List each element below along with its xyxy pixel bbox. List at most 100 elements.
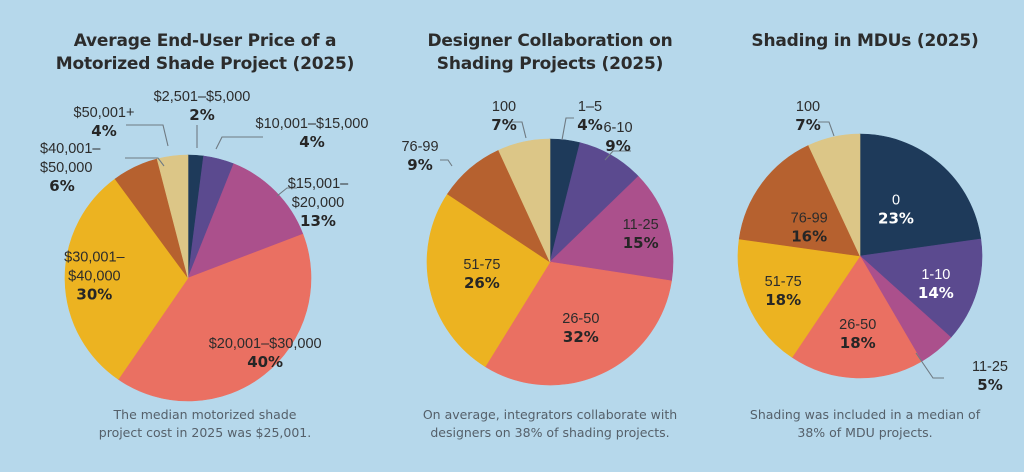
leader-line — [915, 352, 944, 379]
pie-slice — [117, 233, 312, 402]
pie-chart-designer: 1–54% 6-109%11-2515%26-5032%51-7526%76-99… — [401, 99, 674, 386]
slice-category-label: $40,001– — [40, 141, 101, 157]
slice-category-label: 51-75 — [765, 274, 802, 290]
chart-caption-line: designers on 38% of shading projects. — [430, 425, 670, 440]
slice-percent-label: 18% — [840, 334, 876, 352]
slice-percent-label: 9% — [605, 137, 630, 155]
pie-slice — [808, 133, 861, 257]
leader-line — [276, 187, 297, 197]
leader-line — [440, 159, 453, 167]
pie-slice — [791, 255, 922, 379]
slice-category-label: 51-75 — [463, 257, 500, 273]
leader-line — [561, 117, 574, 141]
slice-percent-label: 4% — [91, 122, 116, 140]
slice-label: 1–54% — [577, 99, 602, 134]
pie-slice — [426, 193, 551, 367]
leader-line — [508, 121, 527, 139]
slice-percent-label: 32% — [563, 328, 599, 346]
leader-line — [215, 136, 263, 150]
slice-category-label: $10,001–$15,000 — [256, 116, 369, 132]
slice-category-label: 76-99 — [401, 139, 438, 155]
slice-category-label: 1–5 — [578, 99, 602, 115]
chart-panel-designer: Designer Collaboration on Shading Projec… — [400, 0, 700, 472]
slice-category-label: 1-10 — [921, 267, 950, 283]
slice-label: 11-255% — [972, 359, 1008, 394]
chart-title-line: Motorized Shade Project (2025) — [55, 54, 355, 74]
slice-percent-label: 23% — [878, 210, 914, 228]
slice-percent-label: 26% — [464, 274, 500, 292]
slice-percent-label: 5% — [977, 376, 1002, 394]
slice-category-label: $50,000 — [40, 160, 92, 176]
leader-line — [125, 157, 165, 167]
slice-category-label: $50,001+ — [74, 105, 135, 121]
slice-category-label: 11-25 — [972, 359, 1008, 375]
pie-slices — [426, 138, 674, 386]
slice-percent-label: 30% — [76, 285, 112, 303]
chart-title-line: Designer Collaboration on — [427, 31, 673, 51]
slice-category-label: $20,001–$30,000 — [209, 336, 322, 352]
slice-category-label: 100 — [796, 99, 820, 115]
slice-category-label: 100 — [492, 99, 516, 115]
slice-percent-label: 16% — [791, 227, 827, 245]
pie-slices — [64, 154, 312, 402]
chart-title: Shading in MDUs (2025) — [720, 30, 1010, 53]
slice-percent-label: 7% — [795, 116, 820, 134]
pie-slice — [738, 144, 861, 257]
slice-percent-label: 7% — [491, 116, 516, 134]
chart-caption-line: 38% of MDU projects. — [797, 425, 933, 440]
pie-slice — [859, 133, 982, 257]
slice-percent-label: 9% — [407, 156, 432, 174]
pie-labels: 1–54% 6-109%11-2515%26-5032%51-7526%76-99… — [401, 99, 658, 346]
chart-caption-line: project cost in 2025 was $25,001. — [98, 425, 312, 440]
leader-line — [818, 121, 835, 137]
pie-slice — [64, 178, 189, 380]
pie-slice — [156, 154, 189, 279]
slice-category-label: $2,501–$5,000 — [154, 89, 251, 105]
pie-slice — [498, 138, 551, 263]
slice-category-label: 11-25 — [623, 217, 659, 233]
chart-caption: The median motorized shade project cost … — [40, 406, 370, 442]
chart-caption-line: Shading was included in a median of — [749, 407, 981, 422]
slice-label: 6-109% — [603, 120, 632, 155]
pie-chart-mdu: 023%1-1014%11-255%26-5018%51-7518%76-991… — [737, 99, 1008, 394]
pie-slice — [484, 261, 672, 386]
slice-category-label: 6-10 — [603, 120, 632, 136]
chart-caption-line: On average, integrators collaborate with — [422, 407, 678, 422]
slice-category-label: $15,001– — [288, 176, 349, 192]
slice-category-label: 26-50 — [839, 317, 876, 333]
slice-percent-label: 14% — [918, 284, 954, 302]
slice-label: 023% — [878, 193, 914, 228]
leader-line — [126, 124, 169, 147]
chart-panel-price: Average End-User Price of a Motorized Sh… — [40, 0, 370, 472]
slice-percent-label: 40% — [247, 353, 283, 371]
slice-percent-label: 18% — [765, 291, 801, 309]
pie-labels: 023%1-1014%11-255%26-5018%51-7518%76-991… — [765, 99, 1008, 394]
leader-line — [604, 150, 631, 161]
slice-category-label: $40,000 — [68, 268, 120, 284]
pie-slice — [549, 175, 674, 282]
slice-percent-label: 4% — [577, 116, 602, 134]
slice-label: $50,001+4% — [74, 105, 135, 140]
chart-caption: On average, integrators collaborate with… — [400, 406, 700, 442]
slice-percent-label: 4% — [299, 133, 324, 151]
pie-slices — [737, 133, 983, 379]
slice-category-label: $30,001– — [64, 249, 125, 265]
chart-title-line: Average End-User Price of a — [73, 31, 337, 51]
chart-panel-mdu: Shading in MDUs (2025) 0 23% 1-10 14% 11-25 5… — [720, 0, 1010, 472]
chart-title-line: Shading Projects (2025) — [436, 54, 664, 74]
pie-slice — [187, 163, 304, 279]
